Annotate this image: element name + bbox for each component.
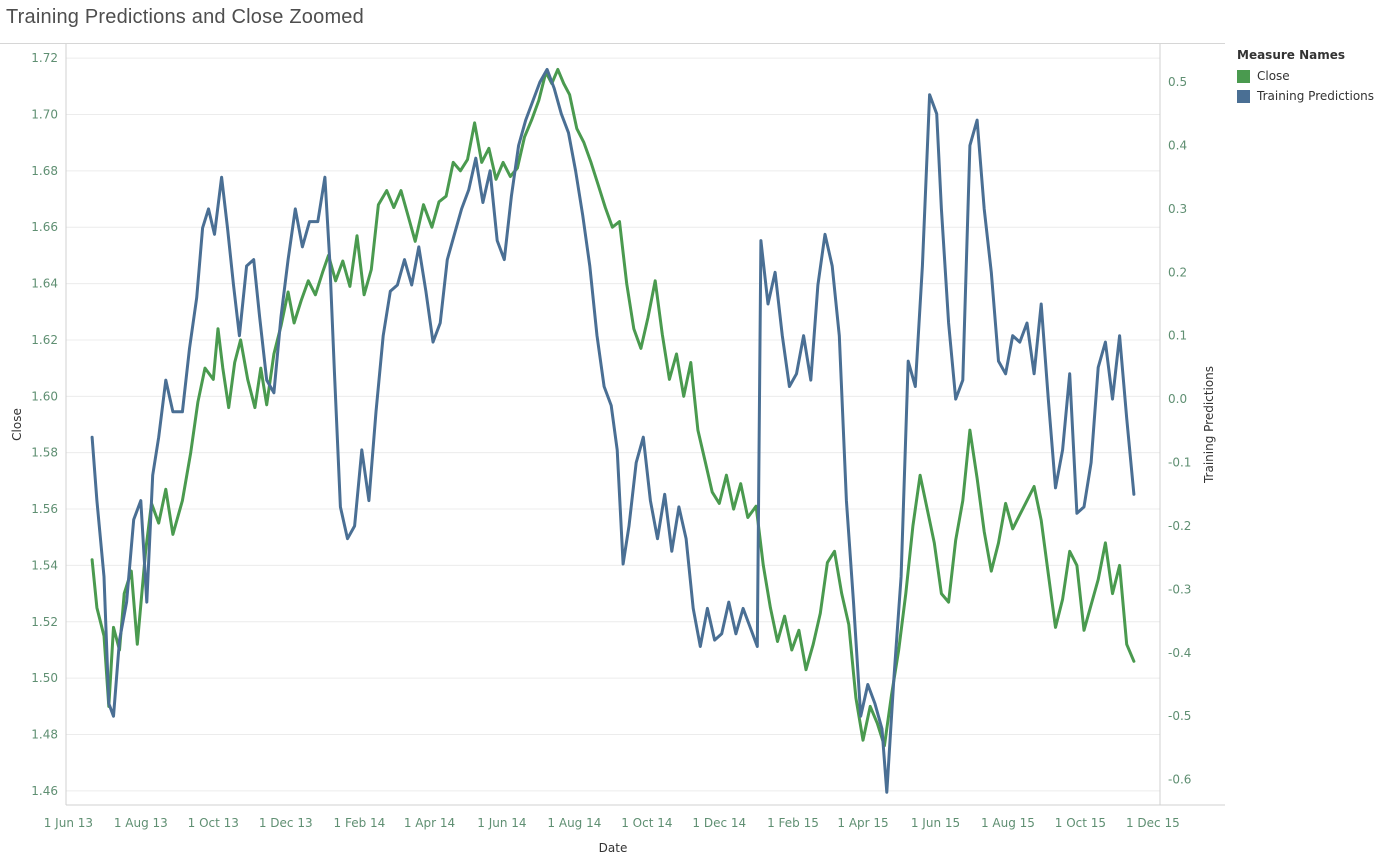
legend: Measure Names Close Training Predictions xyxy=(1237,48,1374,106)
y2-tick-label: 0.2 xyxy=(1168,265,1187,279)
x-tick-label: 1 Oct 14 xyxy=(621,816,672,830)
x-tick-label: 1 Aug 15 xyxy=(981,816,1035,830)
y-tick-label: 1.50 xyxy=(31,671,58,685)
y2-tick-label: 0.1 xyxy=(1168,329,1187,343)
y-tick-label: 1.58 xyxy=(31,446,58,460)
y-tick-label: 1.56 xyxy=(31,502,58,516)
y2-tick-label: 0.0 xyxy=(1168,392,1187,406)
x-tick-label: 1 Jun 14 xyxy=(477,816,526,830)
x-tick-label: 1 Aug 14 xyxy=(547,816,601,830)
y-tick-label: 1.48 xyxy=(31,728,58,742)
x-tick-label: 1 Feb 14 xyxy=(334,816,386,830)
legend-swatch-close xyxy=(1237,69,1250,83)
line-chart[interactable]: 1.46 1.48 1.50 1.52 1.54 1.56 1.58 1.60 1.62 1.64… xyxy=(0,0,1230,864)
x-tick-label: 1 Feb 15 xyxy=(767,816,819,830)
legend-title: Measure Names xyxy=(1237,48,1346,62)
series-line-close[interactable] xyxy=(90,67,1136,748)
x-tick-label: 1 Apr 14 xyxy=(404,816,455,830)
x-tick-label: 1 Oct 15 xyxy=(1055,816,1106,830)
y2-axis-title: Training Predictions xyxy=(1202,366,1216,484)
legend-label-training-predictions: Training Predictions xyxy=(1257,89,1375,103)
x-tick-label: 1 Apr 15 xyxy=(837,816,888,830)
page-title: Training Predictions and Close Zoomed xyxy=(6,6,364,28)
y-axis-title: Close xyxy=(10,408,24,441)
y-tick-label: 1.54 xyxy=(31,558,58,572)
y-tick-label: 1.72 xyxy=(31,51,58,65)
y2-tick-label: 0.5 xyxy=(1168,75,1187,89)
x-tick-label: 1 Jun 13 xyxy=(44,816,93,830)
legend-item-training-predictions[interactable]: Training Predictions xyxy=(1237,86,1374,106)
y-tick-label: 1.62 xyxy=(31,333,58,347)
x-tick-label: 1 Jun 15 xyxy=(911,816,960,830)
x-tick-label: 1 Dec 14 xyxy=(692,816,746,830)
y-tick-label: 1.70 xyxy=(31,107,58,121)
y2-tick-label: 0.4 xyxy=(1168,138,1187,152)
legend-label-close: Close xyxy=(1257,69,1290,83)
y-tick-label: 1.66 xyxy=(31,220,58,234)
x-axis-title: Date xyxy=(599,841,628,855)
title-divider xyxy=(0,43,1225,44)
x-tick-label: 1 Dec 13 xyxy=(259,816,313,830)
x-tick-label: 1 Oct 13 xyxy=(188,816,239,830)
y2-tick-label: -0.5 xyxy=(1168,709,1191,723)
y2-tick-label: 0.3 xyxy=(1168,202,1187,216)
x-tick-label: 1 Dec 15 xyxy=(1126,816,1180,830)
y-tick-label: 1.46 xyxy=(31,784,58,798)
y2-tick-label: -0.4 xyxy=(1168,646,1191,660)
y2-tick-label: -0.6 xyxy=(1168,773,1191,787)
y-tick-label: 1.64 xyxy=(31,277,58,291)
y2-tick-label: -0.1 xyxy=(1168,456,1191,470)
y-tick-label: 1.68 xyxy=(31,164,58,178)
y2-tick-label: -0.3 xyxy=(1168,582,1191,596)
x-tick-label: 1 Aug 13 xyxy=(114,816,168,830)
y-tick-label: 1.52 xyxy=(31,615,58,629)
legend-item-close[interactable]: Close xyxy=(1237,66,1374,86)
y2-tick-label: -0.2 xyxy=(1168,519,1191,533)
legend-swatch-training-predictions xyxy=(1237,89,1250,103)
y-tick-label: 1.60 xyxy=(31,389,58,403)
series-line-training-predictions[interactable] xyxy=(90,67,1136,794)
